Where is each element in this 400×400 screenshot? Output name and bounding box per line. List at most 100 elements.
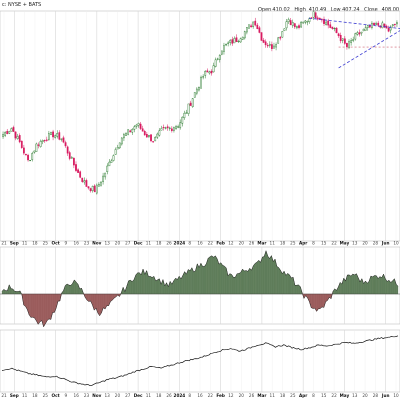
oscillator-area-segment	[337, 287, 339, 294]
candle-body	[290, 20, 291, 24]
oscillator-area-segment	[78, 284, 80, 294]
candle-body	[242, 37, 243, 39]
candle-body	[169, 128, 170, 129]
x-tick-label: Jun	[381, 393, 390, 398]
candle-body	[282, 31, 283, 37]
candle-body	[71, 157, 72, 158]
oscillator-area-segment	[89, 294, 91, 301]
oscillator-area-segment	[219, 263, 221, 294]
oscillator-area-segment	[340, 282, 342, 294]
candle-body	[75, 164, 76, 170]
oscillator-area-segment	[138, 273, 140, 294]
x-tick-label: Nov	[92, 393, 101, 398]
oscillator-area-segment	[11, 289, 13, 294]
oscillator-area-segment	[259, 260, 261, 294]
candle-body	[44, 140, 45, 141]
candle-body	[244, 32, 245, 38]
oscillator-area-segment	[378, 277, 380, 294]
oscillator-area-segment	[130, 280, 132, 294]
candle-body	[303, 22, 304, 23]
candle-body	[255, 21, 256, 25]
candle-body	[307, 21, 308, 22]
candle-body	[9, 131, 10, 133]
candle-body	[338, 34, 339, 36]
candle-body	[340, 35, 341, 41]
candle-body	[192, 99, 193, 107]
candle-body	[86, 180, 87, 186]
candle-body	[277, 38, 278, 44]
candle-body	[121, 138, 122, 144]
candle-body	[50, 132, 51, 134]
oscillator-area-segment	[214, 256, 216, 294]
oscillator-area-segment	[203, 266, 205, 294]
candle-body	[155, 137, 156, 141]
x-tick-label: 18	[32, 393, 38, 398]
candle-body	[363, 29, 364, 31]
x-tick-label: 21	[1, 393, 7, 398]
x-tick-label: Sep	[10, 393, 19, 398]
x-tick-label: 15	[321, 393, 327, 398]
candle-body	[90, 188, 91, 190]
ohlc-label-high: High	[294, 7, 306, 13]
candle-body	[27, 155, 28, 160]
x-tick-label: 16	[74, 241, 80, 246]
x-tick-label: 22	[208, 241, 214, 246]
candle-body	[265, 42, 266, 45]
oscillator-area-segment	[158, 279, 160, 294]
candle-body	[357, 33, 358, 35]
oscillator-area-segment	[31, 294, 33, 317]
oscillator-area-segment	[150, 276, 152, 294]
candle-body	[215, 60, 216, 67]
oscillator-area-segment	[33, 294, 35, 318]
oscillator-area-segment	[44, 294, 46, 327]
x-tick-label: Mar	[257, 241, 267, 246]
candle-body	[138, 123, 139, 125]
candle-body	[232, 40, 233, 44]
x-tick-label: Dec	[134, 393, 143, 398]
candle-body	[125, 133, 126, 135]
candle-body	[213, 66, 214, 72]
x-tick-label: 2024	[174, 241, 186, 246]
oscillator-area-segment	[239, 273, 241, 294]
oscillator-area-segment	[223, 265, 225, 294]
candle-body	[294, 24, 295, 27]
candle-body	[315, 13, 316, 18]
candle-body	[217, 59, 218, 60]
x-tick-label: Apr	[299, 393, 308, 398]
x-tick-label: Jun	[381, 241, 390, 246]
candle-body	[221, 51, 222, 54]
candle-body	[92, 186, 93, 190]
x-tick-label: 26	[249, 241, 255, 246]
oscillator-area-segment	[148, 276, 150, 294]
x-tick-label: 9	[65, 393, 68, 398]
candle-body	[119, 143, 120, 148]
oscillator-area-segment	[353, 274, 355, 294]
candle-body	[54, 136, 55, 138]
oscillator-area-segment	[237, 273, 239, 294]
oscillator-area-segment	[244, 271, 246, 294]
oscillator-area-segment	[318, 294, 320, 309]
candle-body	[67, 147, 68, 153]
oscillator-area-segment	[347, 275, 349, 294]
candle-body	[378, 23, 379, 25]
candle-body	[100, 182, 101, 185]
x-tick-label: 15	[321, 241, 327, 246]
candle-body	[82, 178, 83, 182]
candle-body	[361, 32, 362, 33]
candle-body	[159, 131, 160, 136]
oscillator-area-segment	[56, 294, 58, 308]
x-tick-label: 8	[188, 393, 191, 398]
candle-body	[130, 131, 131, 132]
oscillator-area-segment	[129, 280, 131, 294]
candle-body	[184, 113, 185, 118]
oscillator-area-segment	[393, 279, 395, 294]
candle-body	[342, 39, 343, 41]
x-tick-label: 11	[270, 241, 276, 246]
candle-body	[182, 117, 183, 123]
candle-body	[271, 44, 272, 48]
oscillator-area-segment	[257, 260, 259, 294]
candle-body	[248, 25, 249, 28]
oscillator-area-segment	[261, 257, 263, 294]
